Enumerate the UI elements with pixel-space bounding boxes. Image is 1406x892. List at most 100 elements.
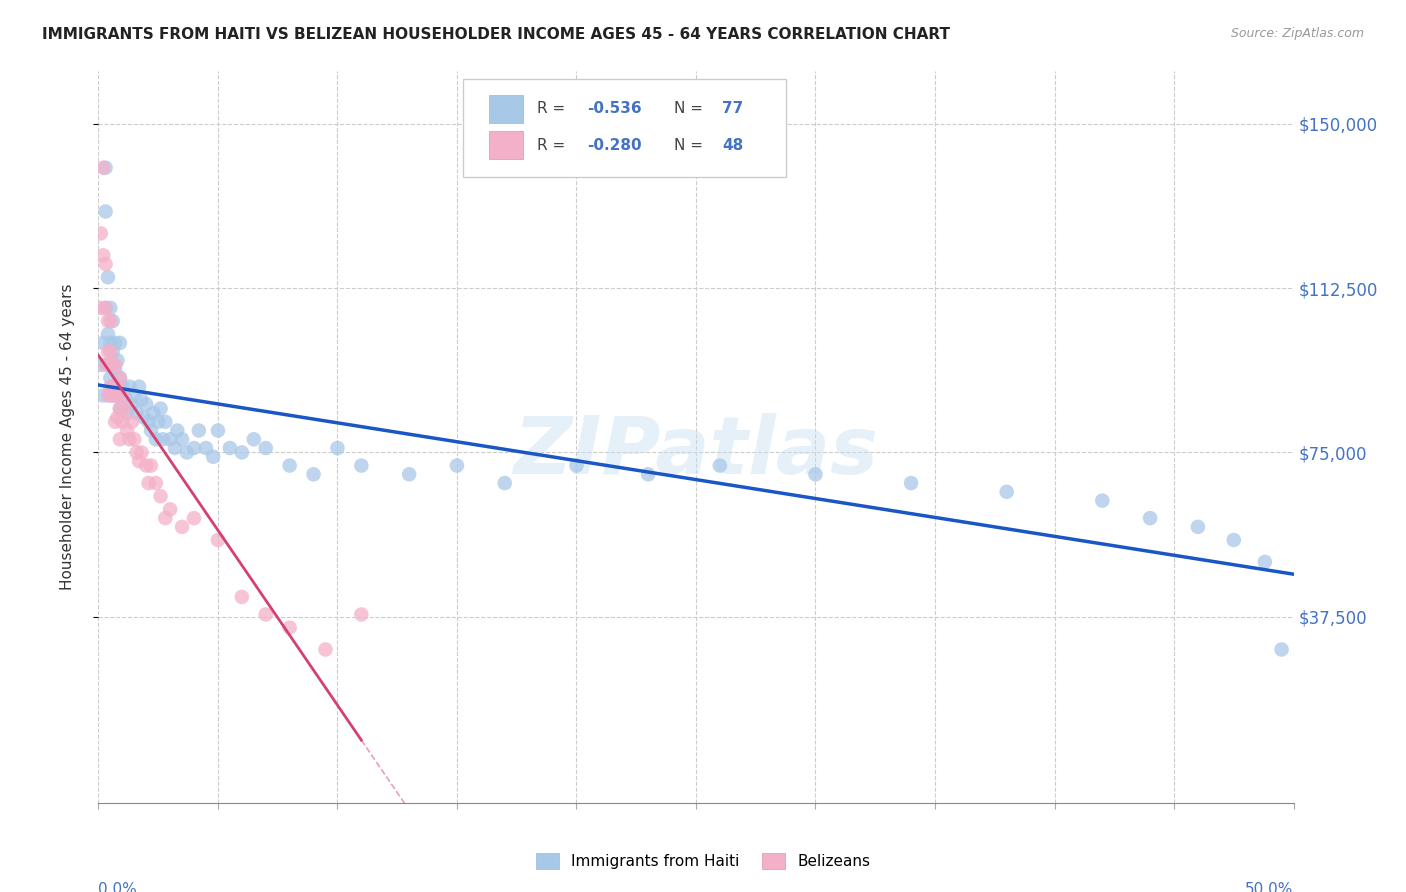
Point bbox=[231, 445, 253, 459]
Text: -0.280: -0.280 bbox=[588, 137, 643, 153]
Point bbox=[163, 441, 186, 455]
Point bbox=[128, 380, 150, 394]
Point bbox=[278, 458, 301, 473]
Point bbox=[97, 358, 120, 372]
Legend: Immigrants from Haiti, Belizeans: Immigrants from Haiti, Belizeans bbox=[530, 847, 876, 875]
Point bbox=[128, 454, 150, 468]
Y-axis label: Householder Income Ages 45 - 64 years: Householder Income Ages 45 - 64 years bbox=[60, 284, 75, 591]
Point bbox=[138, 415, 160, 429]
Point bbox=[108, 371, 131, 385]
FancyBboxPatch shape bbox=[489, 131, 523, 159]
Point bbox=[98, 371, 122, 385]
Text: R =: R = bbox=[537, 137, 571, 153]
FancyBboxPatch shape bbox=[489, 95, 523, 122]
Point bbox=[207, 424, 229, 438]
Point bbox=[138, 476, 160, 491]
Point bbox=[152, 432, 174, 446]
Point bbox=[145, 432, 167, 446]
Point bbox=[900, 476, 922, 491]
Point bbox=[202, 450, 225, 464]
Point bbox=[104, 388, 127, 402]
Point bbox=[219, 441, 242, 455]
Point bbox=[243, 432, 266, 446]
Point bbox=[350, 607, 373, 622]
Point bbox=[131, 392, 153, 407]
Point bbox=[132, 410, 155, 425]
Point bbox=[166, 424, 188, 438]
Point bbox=[94, 301, 117, 315]
Point bbox=[107, 380, 129, 394]
Point bbox=[139, 424, 162, 438]
Point bbox=[124, 388, 146, 402]
Point bbox=[231, 590, 253, 604]
Point bbox=[125, 406, 148, 420]
Point bbox=[90, 358, 112, 372]
Point bbox=[91, 335, 114, 350]
Point bbox=[142, 406, 165, 420]
Point bbox=[118, 432, 141, 446]
Point bbox=[97, 327, 120, 342]
Point bbox=[254, 607, 277, 622]
Point bbox=[108, 401, 131, 416]
Point bbox=[94, 161, 117, 175]
Point bbox=[108, 371, 131, 385]
Point bbox=[90, 227, 112, 241]
Point bbox=[139, 458, 162, 473]
Point bbox=[111, 388, 134, 402]
Point bbox=[1271, 642, 1294, 657]
Point bbox=[637, 467, 659, 482]
Point bbox=[115, 424, 138, 438]
Point bbox=[565, 458, 588, 473]
Point bbox=[145, 476, 167, 491]
Point bbox=[94, 301, 117, 315]
Point bbox=[1223, 533, 1246, 547]
Point bbox=[97, 388, 120, 402]
Point bbox=[94, 204, 117, 219]
Point bbox=[398, 467, 420, 482]
Point bbox=[121, 397, 143, 411]
Text: N =: N = bbox=[675, 101, 709, 116]
Point bbox=[149, 489, 172, 503]
Point bbox=[1091, 493, 1114, 508]
Point bbox=[207, 533, 229, 547]
Point bbox=[195, 441, 218, 455]
Point bbox=[350, 458, 373, 473]
Text: 48: 48 bbox=[723, 137, 744, 153]
Point bbox=[97, 314, 120, 328]
Point bbox=[183, 441, 205, 455]
Point bbox=[131, 445, 153, 459]
Point bbox=[94, 257, 117, 271]
Point bbox=[159, 432, 181, 446]
Point bbox=[149, 401, 172, 416]
Point bbox=[183, 511, 205, 525]
Text: 0.0%: 0.0% bbox=[98, 881, 138, 892]
Point bbox=[98, 301, 122, 315]
Point bbox=[94, 358, 117, 372]
Point bbox=[148, 415, 170, 429]
Point bbox=[108, 401, 131, 416]
Point bbox=[446, 458, 468, 473]
Text: 50.0%: 50.0% bbox=[1246, 881, 1294, 892]
Point bbox=[97, 344, 120, 359]
Point bbox=[104, 388, 127, 402]
Point bbox=[155, 511, 177, 525]
Point bbox=[118, 380, 141, 394]
Point bbox=[176, 445, 198, 459]
Point bbox=[315, 642, 337, 657]
Point bbox=[135, 458, 157, 473]
Point bbox=[114, 401, 136, 416]
Point bbox=[91, 161, 114, 175]
Point bbox=[1139, 511, 1161, 525]
Point bbox=[254, 441, 277, 455]
Point bbox=[101, 358, 124, 372]
Point bbox=[98, 380, 122, 394]
Point bbox=[125, 445, 148, 459]
Point bbox=[155, 415, 177, 429]
Point bbox=[1254, 555, 1277, 569]
Point bbox=[101, 344, 124, 359]
Point bbox=[98, 335, 122, 350]
Point bbox=[101, 388, 124, 402]
Point bbox=[111, 380, 134, 394]
Text: -0.536: -0.536 bbox=[588, 101, 643, 116]
Point bbox=[121, 415, 143, 429]
